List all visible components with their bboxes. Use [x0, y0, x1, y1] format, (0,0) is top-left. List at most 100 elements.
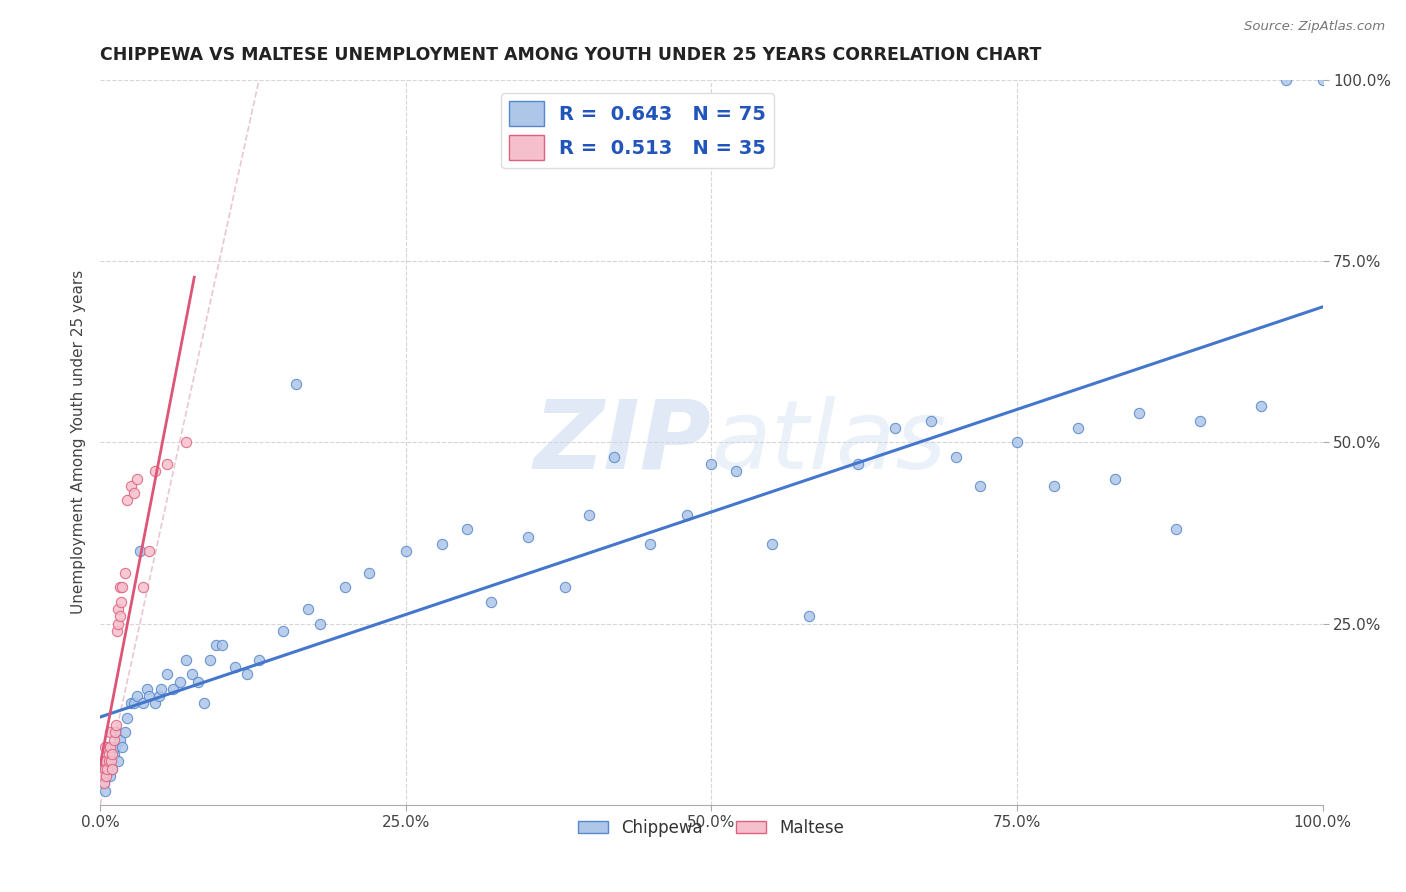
- Point: [395, 544, 418, 558]
- Point: [143, 697, 166, 711]
- Text: ZIP: ZIP: [533, 396, 711, 489]
- Point: [111, 581, 134, 595]
- Point: [156, 667, 179, 681]
- Point: [100, 755, 122, 769]
- Point: [724, 464, 747, 478]
- Point: [96, 769, 118, 783]
- Point: [103, 732, 125, 747]
- Point: [969, 479, 991, 493]
- Point: [101, 747, 124, 762]
- Point: [111, 739, 134, 754]
- Point: [114, 566, 136, 580]
- Point: [1042, 479, 1064, 493]
- Legend: Chippewa, Maltese: Chippewa, Maltese: [571, 813, 851, 844]
- Point: [115, 493, 138, 508]
- Point: [1250, 399, 1272, 413]
- Point: [98, 769, 121, 783]
- Point: [211, 639, 233, 653]
- Point: [94, 762, 117, 776]
- Point: [236, 667, 259, 681]
- Point: [115, 711, 138, 725]
- Point: [97, 755, 120, 769]
- Point: [273, 624, 295, 638]
- Point: [187, 674, 209, 689]
- Point: [94, 783, 117, 797]
- Point: [97, 747, 120, 762]
- Point: [205, 639, 228, 653]
- Point: [554, 581, 576, 595]
- Point: [110, 595, 132, 609]
- Point: [104, 739, 127, 754]
- Point: [1164, 522, 1187, 536]
- Point: [156, 457, 179, 471]
- Point: [125, 690, 148, 704]
- Point: [193, 697, 215, 711]
- Point: [101, 762, 124, 776]
- Point: [297, 602, 319, 616]
- Point: [107, 755, 129, 769]
- Point: [93, 776, 115, 790]
- Y-axis label: Unemployment Among Youth under 25 years: Unemployment Among Youth under 25 years: [72, 270, 86, 615]
- Point: [143, 464, 166, 478]
- Text: Source: ZipAtlas.com: Source: ZipAtlas.com: [1244, 20, 1385, 33]
- Point: [105, 718, 128, 732]
- Point: [101, 762, 124, 776]
- Text: atlas: atlas: [711, 396, 946, 489]
- Point: [150, 681, 173, 696]
- Point: [100, 755, 122, 769]
- Point: [105, 725, 128, 739]
- Point: [129, 544, 152, 558]
- Point: [94, 739, 117, 754]
- Point: [104, 725, 127, 739]
- Point: [124, 697, 146, 711]
- Point: [94, 762, 117, 776]
- Point: [91, 769, 114, 783]
- Point: [1189, 413, 1212, 427]
- Text: CHIPPEWA VS MALTESE UNEMPLOYMENT AMONG YOUTH UNDER 25 YEARS CORRELATION CHART: CHIPPEWA VS MALTESE UNEMPLOYMENT AMONG Y…: [100, 46, 1042, 64]
- Point: [96, 769, 118, 783]
- Point: [120, 697, 142, 711]
- Point: [700, 457, 723, 471]
- Point: [93, 776, 115, 790]
- Point: [1275, 72, 1298, 87]
- Point: [602, 450, 624, 464]
- Point: [135, 681, 157, 696]
- Point: [517, 530, 540, 544]
- Point: [105, 624, 128, 638]
- Point: [108, 609, 131, 624]
- Point: [883, 421, 905, 435]
- Point: [479, 595, 502, 609]
- Point: [309, 616, 332, 631]
- Point: [96, 762, 118, 776]
- Point: [103, 747, 125, 762]
- Point: [96, 739, 118, 754]
- Point: [108, 732, 131, 747]
- Point: [107, 602, 129, 616]
- Point: [945, 450, 967, 464]
- Point: [676, 508, 699, 522]
- Point: [846, 457, 869, 471]
- Point: [284, 377, 307, 392]
- Point: [357, 566, 380, 580]
- Point: [138, 544, 160, 558]
- Point: [162, 681, 184, 696]
- Point: [761, 537, 783, 551]
- Point: [120, 479, 142, 493]
- Point: [797, 609, 820, 624]
- Point: [107, 616, 129, 631]
- Point: [174, 653, 197, 667]
- Point: [93, 755, 115, 769]
- Point: [132, 697, 155, 711]
- Point: [96, 755, 118, 769]
- Point: [169, 674, 191, 689]
- Point: [180, 667, 202, 681]
- Point: [224, 660, 246, 674]
- Point: [456, 522, 478, 536]
- Point: [1005, 435, 1028, 450]
- Point: [198, 653, 221, 667]
- Point: [148, 690, 170, 704]
- Point: [578, 508, 600, 522]
- Point: [132, 581, 155, 595]
- Point: [1312, 72, 1334, 87]
- Point: [108, 581, 131, 595]
